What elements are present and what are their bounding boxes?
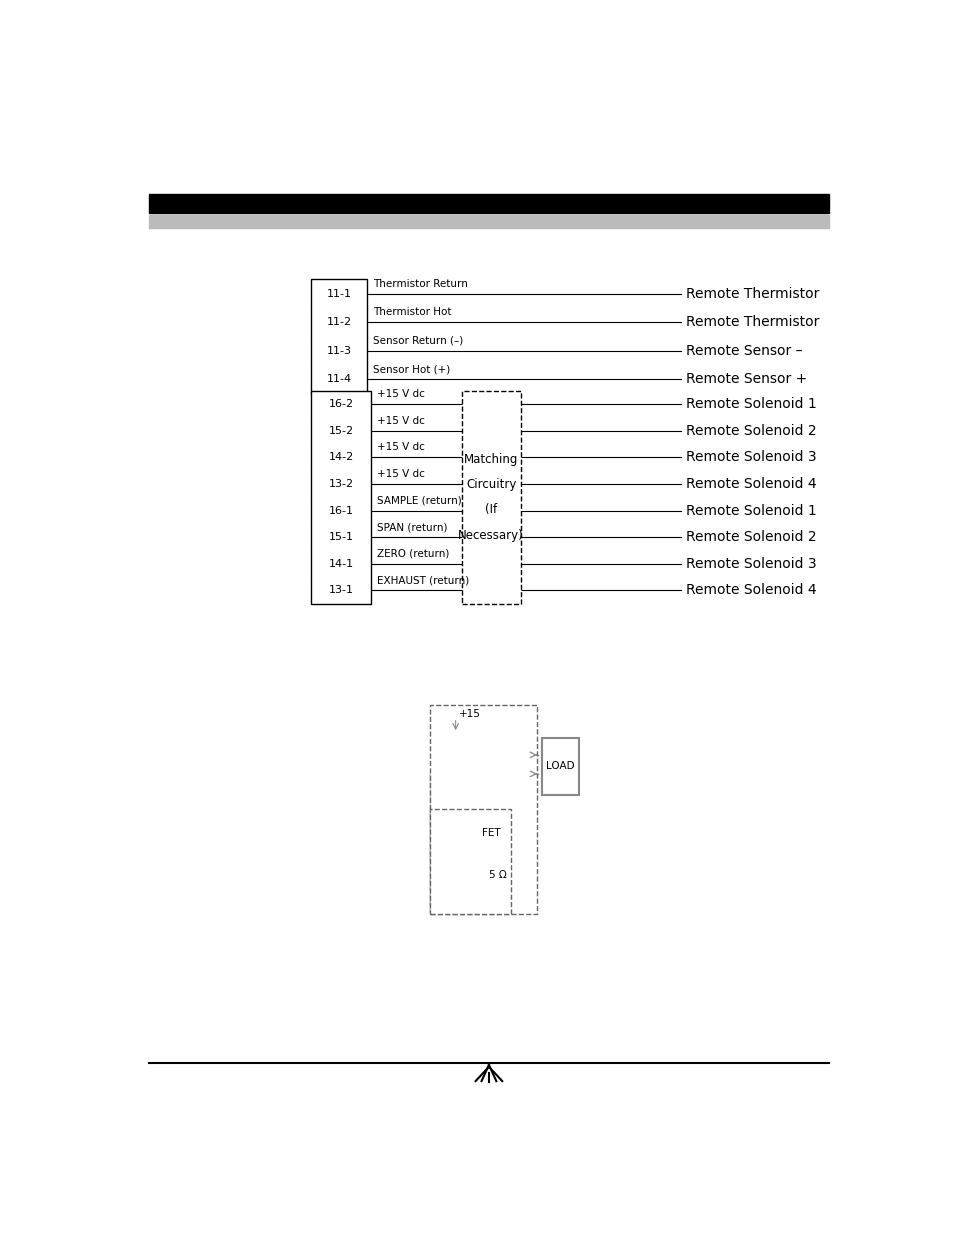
Text: 13-2: 13-2: [328, 479, 354, 489]
Text: Thermistor Hot: Thermistor Hot: [373, 308, 451, 317]
Text: +15 V dc: +15 V dc: [376, 389, 424, 399]
Text: SPAN (return): SPAN (return): [376, 522, 447, 532]
Text: ZERO (return): ZERO (return): [376, 550, 449, 559]
Text: Remote Solenoid 1: Remote Solenoid 1: [685, 396, 816, 411]
Text: Sensor Return (–): Sensor Return (–): [373, 336, 462, 346]
Text: +15 V dc: +15 V dc: [376, 416, 424, 426]
Text: (If: (If: [484, 504, 497, 516]
Text: +15: +15: [458, 709, 480, 719]
Text: Remote Solenoid 4: Remote Solenoid 4: [685, 583, 816, 598]
Text: 11-2: 11-2: [326, 317, 352, 327]
Text: +15 V dc: +15 V dc: [376, 469, 424, 479]
Text: 16-2: 16-2: [328, 399, 354, 409]
Bar: [311, 279, 367, 394]
Text: Remote Thermistor: Remote Thermistor: [685, 287, 818, 300]
Text: Thermistor Return: Thermistor Return: [373, 279, 467, 289]
Text: 5 Ω: 5 Ω: [488, 869, 506, 879]
Text: 15-1: 15-1: [328, 532, 354, 542]
Text: 11-1: 11-1: [326, 289, 352, 299]
Text: Remote Solenoid 2: Remote Solenoid 2: [685, 424, 816, 437]
Text: Remote Sensor +: Remote Sensor +: [685, 372, 806, 387]
Text: 14-1: 14-1: [328, 558, 354, 569]
Text: Remote Solenoid 2: Remote Solenoid 2: [685, 530, 816, 545]
Text: Matching: Matching: [463, 453, 517, 466]
Bar: [429, 704, 537, 914]
Bar: [311, 390, 371, 604]
Text: Remote Sensor –: Remote Sensor –: [685, 343, 801, 358]
Text: Remote Thermistor: Remote Thermistor: [685, 315, 818, 330]
Bar: [429, 809, 511, 914]
Text: Remote Solenoid 1: Remote Solenoid 1: [685, 504, 816, 517]
Text: 11-4: 11-4: [326, 374, 352, 384]
Text: Circuitry: Circuitry: [465, 478, 516, 492]
Text: FET: FET: [481, 827, 499, 837]
Text: Necessary): Necessary): [457, 529, 523, 542]
Text: +15 V dc: +15 V dc: [376, 442, 424, 452]
Text: LOAD: LOAD: [546, 761, 575, 772]
Text: Remote Solenoid 3: Remote Solenoid 3: [685, 451, 816, 464]
Text: 14-2: 14-2: [328, 452, 354, 462]
Bar: [541, 737, 578, 795]
Text: Remote Solenoid 4: Remote Solenoid 4: [685, 477, 816, 490]
Text: Remote Solenoid 3: Remote Solenoid 3: [685, 557, 816, 571]
Bar: [149, 215, 828, 228]
Text: 13-1: 13-1: [328, 585, 354, 595]
Text: SAMPLE (return): SAMPLE (return): [376, 495, 461, 505]
Text: 15-2: 15-2: [328, 426, 354, 436]
Bar: [149, 194, 828, 212]
Bar: [461, 390, 520, 604]
Text: Sensor Hot (+): Sensor Hot (+): [373, 364, 450, 374]
Text: EXHAUST (return): EXHAUST (return): [376, 576, 468, 585]
Text: 16-1: 16-1: [328, 505, 354, 515]
Text: 11-3: 11-3: [326, 346, 352, 356]
